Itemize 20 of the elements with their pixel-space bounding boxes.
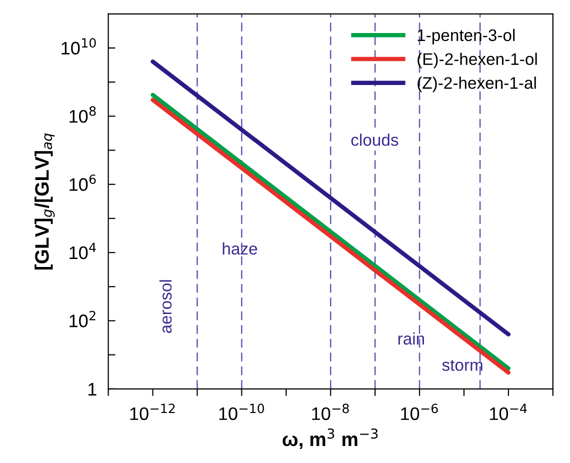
x-tick-label: 10$^{−8}$ bbox=[312, 404, 349, 420]
annotation: clouds bbox=[351, 134, 398, 146]
y-tick-label: 10$^{6}$ bbox=[70, 174, 96, 191]
annotation: storm bbox=[442, 360, 482, 371]
legend-label: 1-penten-3-ol bbox=[418, 28, 515, 44]
y-axis-title: [GLV]$_{g}$/[GLV]$_{aq}$ bbox=[34, 133, 55, 270]
annotation: rain bbox=[398, 332, 424, 345]
x-axis-title: ω, m$^{3}$ m$^{−3}$ bbox=[282, 428, 378, 449]
y-tick-label: 10$^{2}$ bbox=[70, 310, 96, 328]
x-tick-label: 10$^{−6}$ bbox=[401, 404, 438, 420]
y-tick-label: 10$^{4}$ bbox=[70, 242, 96, 260]
y-tick-label: 10$^{8}$ bbox=[70, 106, 96, 123]
x-tick-label: 10$^{−10}$ bbox=[219, 404, 264, 420]
legend-label: (E)-2-hexen-1-ol bbox=[418, 52, 537, 68]
x-tick-label: 10$^{−12}$ bbox=[130, 404, 175, 420]
x-tick-label: 10$^{−4}$ bbox=[490, 404, 527, 420]
y-tick-label: 1 bbox=[88, 383, 96, 396]
y-tick-label: 10$^{10}$ bbox=[62, 38, 96, 55]
annotation: aerosol bbox=[159, 280, 172, 334]
legend-label: (Z)-2-hexen-1-al bbox=[418, 76, 536, 92]
